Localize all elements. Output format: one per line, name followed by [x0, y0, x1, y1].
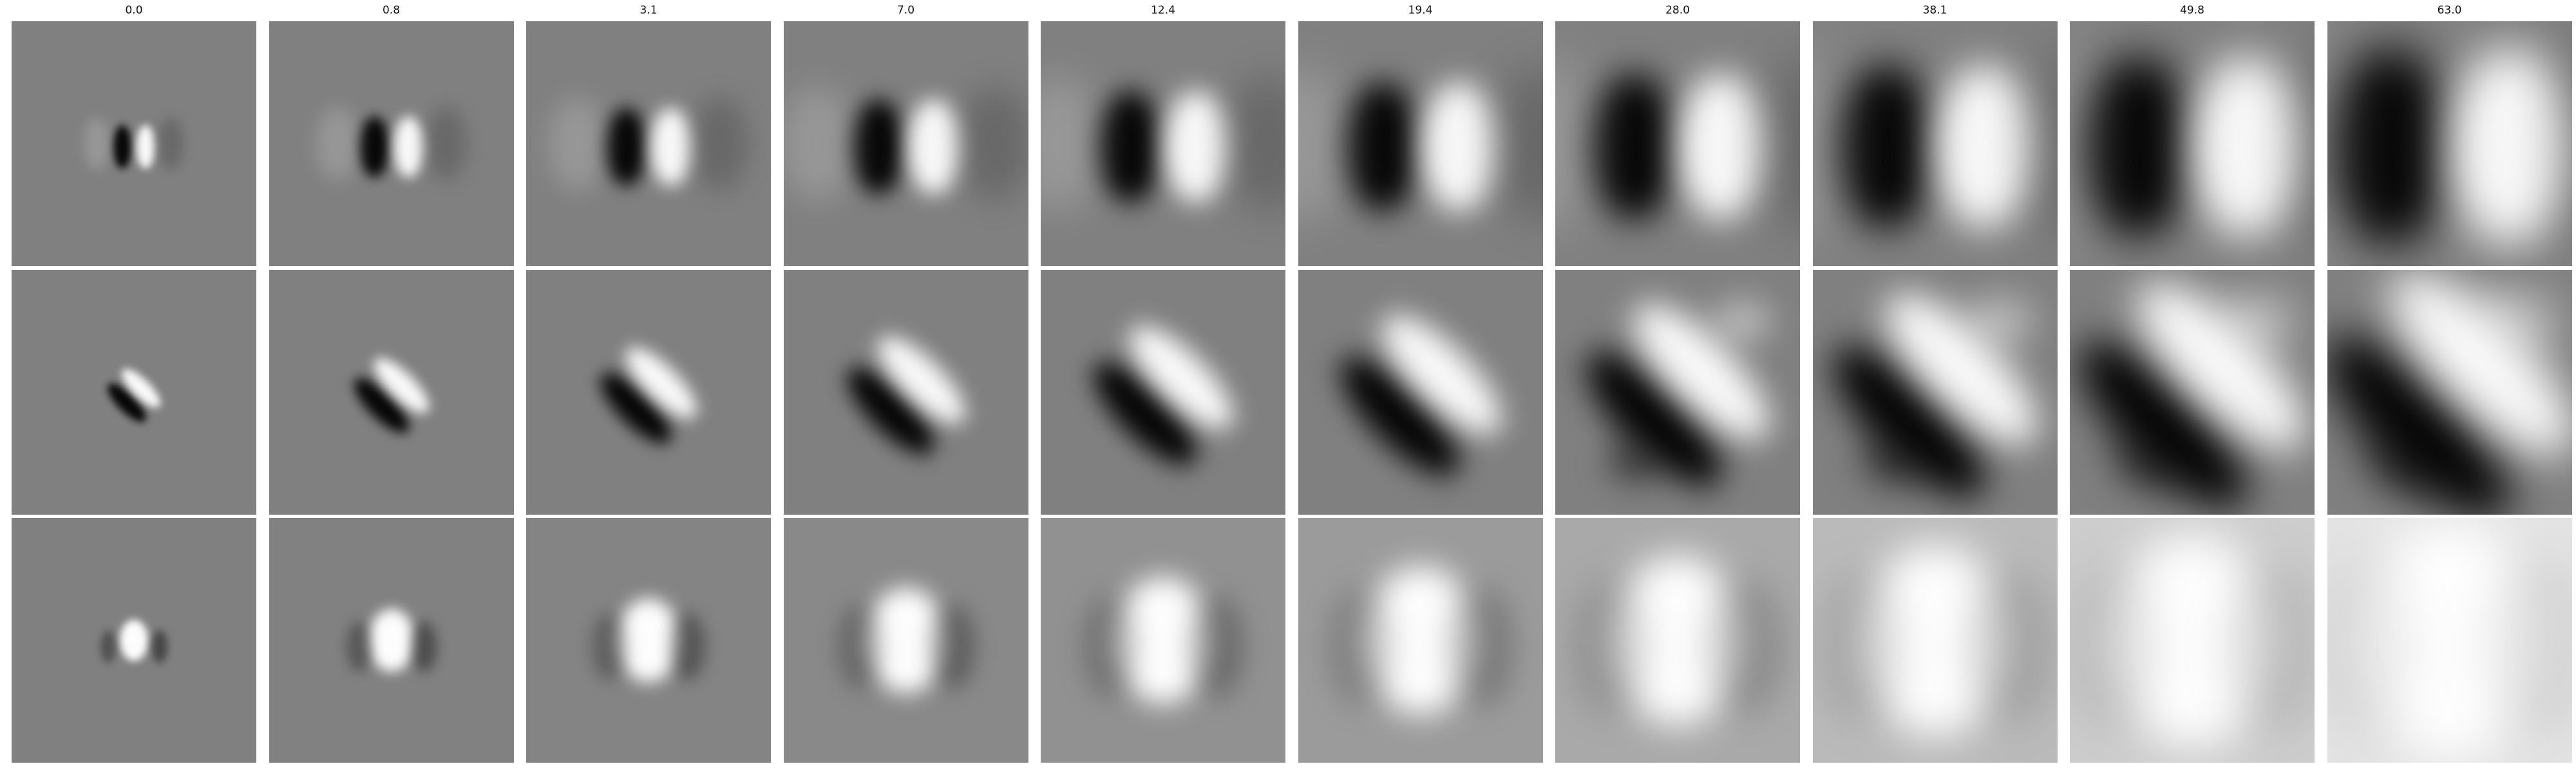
filter-image-center-blob-filter: [526, 518, 771, 763]
filter-image-center-blob-filter: [2327, 518, 2572, 763]
filter-image-vertical-edge-filter: [1298, 21, 1543, 266]
filter-image-diagonal-edge-filter: [12, 270, 256, 515]
column-title: 0.0: [12, 4, 256, 17]
filter-image-vertical-edge-filter: [1041, 21, 1285, 266]
filter-image-diagonal-edge-filter: [2070, 270, 2315, 515]
filter-image-center-blob-filter: [1041, 518, 1285, 763]
column-title: 0.8: [269, 4, 514, 17]
column-title: 28.0: [1555, 4, 1800, 17]
filter-image-diagonal-edge-filter: [1555, 270, 1800, 515]
column-title: 38.1: [1813, 4, 2058, 17]
filter-image-center-blob-filter: [1813, 518, 2058, 763]
column-title: 3.1: [526, 4, 771, 17]
filter-image-vertical-edge-filter: [784, 21, 1028, 266]
filter-image-diagonal-edge-filter: [1041, 270, 1285, 515]
filter-image-vertical-edge-filter: [269, 21, 514, 266]
filter-image-diagonal-edge-filter: [1813, 270, 2058, 515]
column-title: 7.0: [784, 4, 1028, 17]
filter-image-center-blob-filter: [12, 518, 256, 763]
filter-image-vertical-edge-filter: [1555, 21, 1800, 266]
filter-image-center-blob-filter: [1555, 518, 1800, 763]
filter-image-vertical-edge-filter: [12, 21, 256, 266]
filter-image-diagonal-edge-filter: [784, 270, 1028, 515]
filter-image-vertical-edge-filter: [526, 21, 771, 266]
filter-image-diagonal-edge-filter: [1298, 270, 1543, 515]
filter-image-diagonal-edge-filter: [269, 270, 514, 515]
column-title: 12.4: [1041, 4, 1285, 17]
column-title: 63.0: [2327, 4, 2572, 17]
filter-image-center-blob-filter: [784, 518, 1028, 763]
column-title: 49.8: [2070, 4, 2315, 17]
filter-image-center-blob-filter: [269, 518, 514, 763]
filter-image-vertical-edge-filter: [1813, 21, 2058, 266]
filter-image-vertical-edge-filter: [2327, 21, 2572, 266]
filter-image-diagonal-edge-filter: [2327, 270, 2572, 515]
filter-image-center-blob-filter: [1298, 518, 1543, 763]
filter-image-diagonal-edge-filter: [526, 270, 771, 515]
column-title: 19.4: [1298, 4, 1543, 17]
filter-image-vertical-edge-filter: [2070, 21, 2315, 266]
filter-image-center-blob-filter: [2070, 518, 2315, 763]
